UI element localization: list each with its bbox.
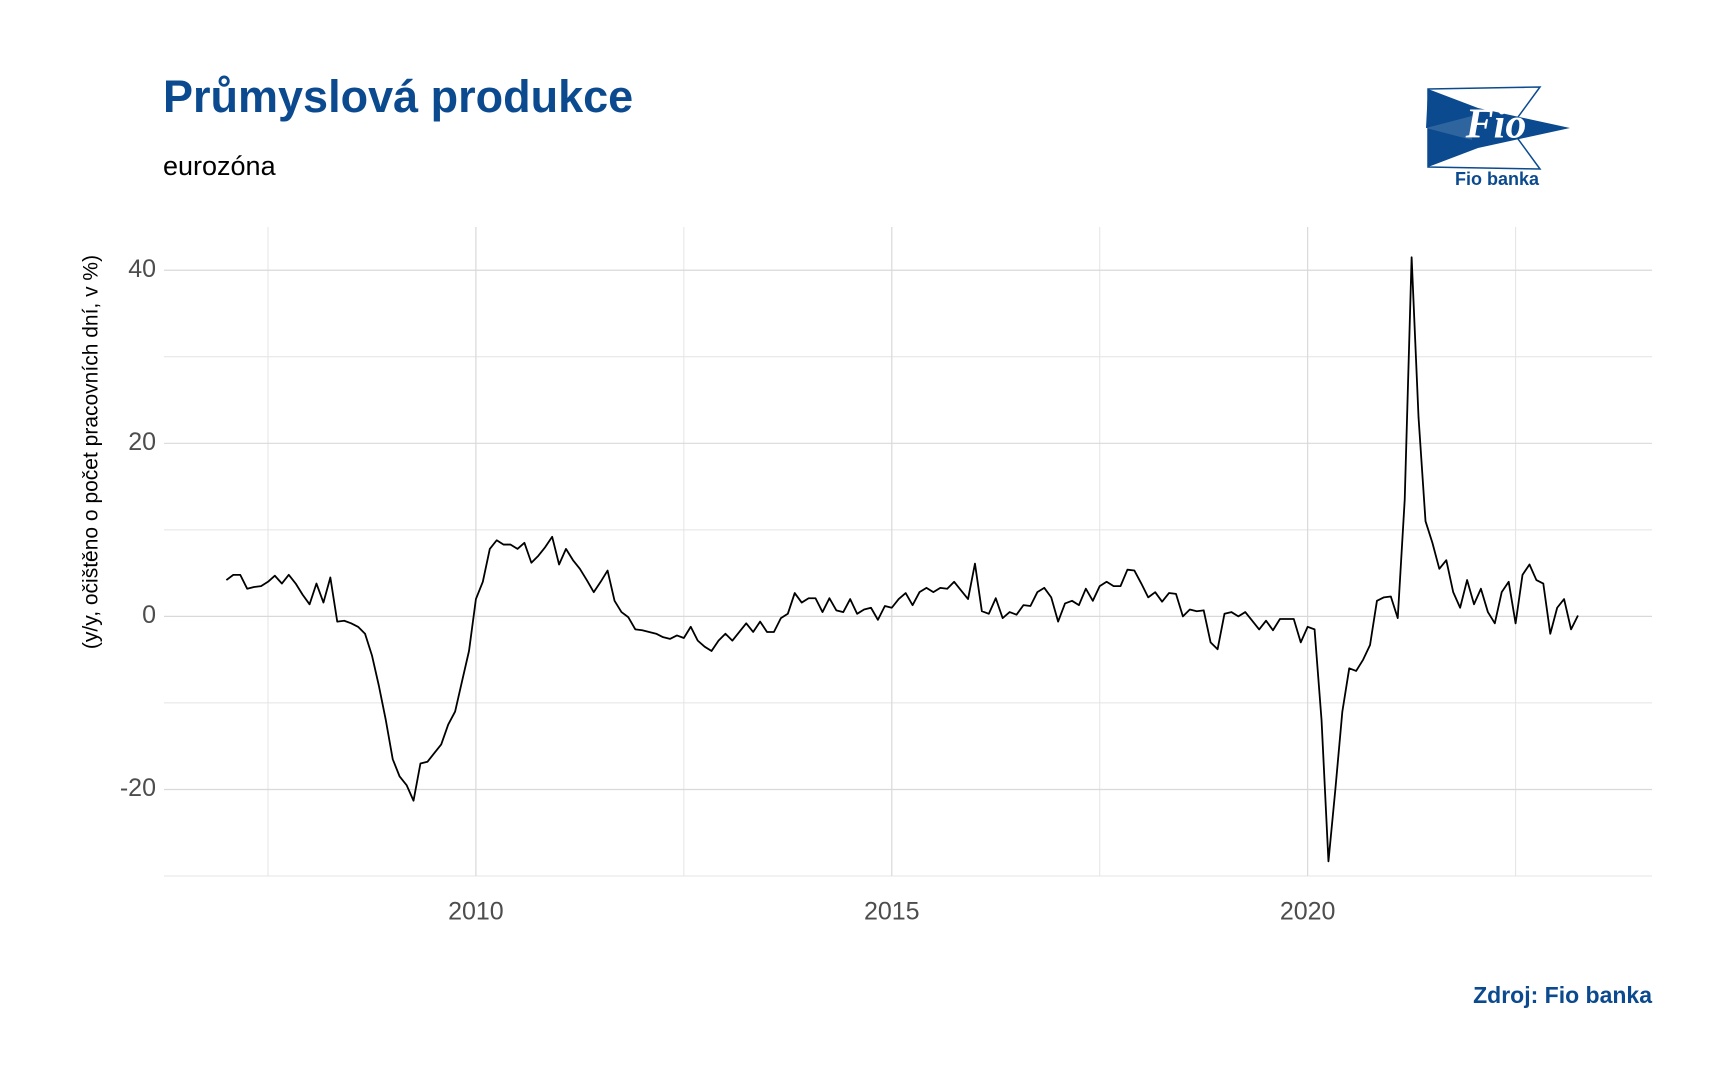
chart-subtitle: eurozóna [163, 151, 277, 181]
logo: Fio Fio banka [1426, 86, 1570, 189]
source: Zdroj: Fio banka [1473, 982, 1652, 1008]
y-tick-label: 0 [142, 601, 156, 629]
y-axis-label: (y/y, očištěno o počet pracovních dní, v… [80, 255, 103, 649]
y-tick-label: 20 [128, 428, 156, 456]
logo-text: Fio [1465, 102, 1527, 148]
chart-title: Průmyslová produkce [163, 71, 633, 122]
y-tick-label: 40 [128, 255, 156, 283]
data-line [225, 256, 1579, 863]
logo-caption: Fio banka [1455, 169, 1540, 189]
y-tick-label: -20 [120, 774, 156, 802]
logo-accent [1426, 116, 1472, 140]
x-tick-label: 2020 [1280, 898, 1336, 926]
logo-shape [1426, 89, 1570, 167]
x-tick-label: 2010 [448, 898, 504, 926]
x-tick-label: 2015 [864, 898, 920, 926]
